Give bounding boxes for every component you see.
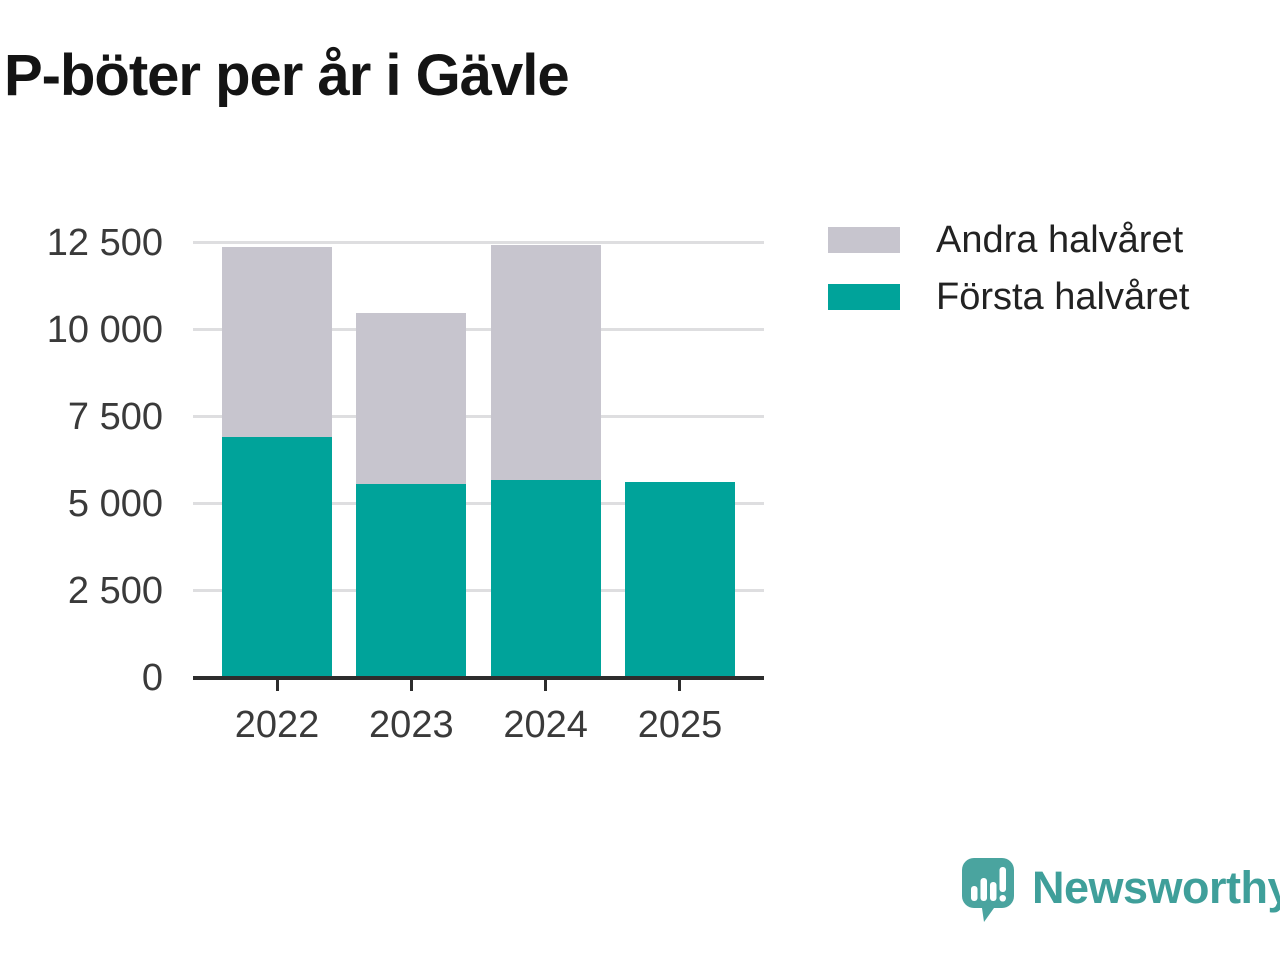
x-tick-label: 2024 (503, 704, 588, 746)
y-tick-label: 12 500 (46, 222, 163, 264)
chart-title: P-böter per år i Gävle (4, 43, 570, 108)
brand-name: Newsworthy (1032, 862, 1280, 913)
x-axis-tick (678, 679, 682, 691)
gridline (193, 414, 764, 418)
gridline (193, 240, 764, 244)
legend-label: Andra halvåret (936, 218, 1184, 261)
newsworthy-branding: Newsworthy (962, 858, 1280, 924)
x-tick-label: 2022 (234, 704, 320, 746)
chart-legend: Andra halvåret Första halvåret (828, 219, 1189, 341)
y-tick-label: 10 000 (46, 309, 163, 351)
legend-label: Första halvåret (936, 275, 1190, 318)
legend-item-forsta: Första halvåret (828, 276, 1189, 318)
y-tick-label: 5 000 (67, 483, 163, 525)
x-tick-label: 2025 (637, 704, 723, 746)
bar-segment (356, 313, 467, 484)
gridline (193, 327, 764, 331)
bar-segment (490, 245, 601, 481)
x-axis-tick (544, 679, 548, 691)
bar-segment (356, 483, 467, 677)
x-axis-tick (275, 679, 279, 691)
x-axis-tick (409, 679, 413, 691)
gridline (193, 501, 764, 505)
y-tick-label: 2 500 (67, 570, 163, 612)
legend-item-andra: Andra halvåret (828, 219, 1189, 261)
legend-swatch-andra (828, 227, 900, 253)
y-tick-label: 0 (141, 657, 163, 699)
gridline (193, 588, 764, 592)
x-axis-line (193, 676, 764, 680)
bar-segment (222, 247, 332, 437)
bar-segment (490, 480, 601, 677)
legend-swatch-forsta (828, 284, 900, 310)
x-tick-label: 2023 (369, 704, 454, 746)
newsworthy-logo-icon (962, 858, 1014, 922)
y-tick-label: 7 500 (67, 396, 163, 438)
bar-segment (624, 482, 735, 677)
bar-segment (222, 436, 332, 677)
